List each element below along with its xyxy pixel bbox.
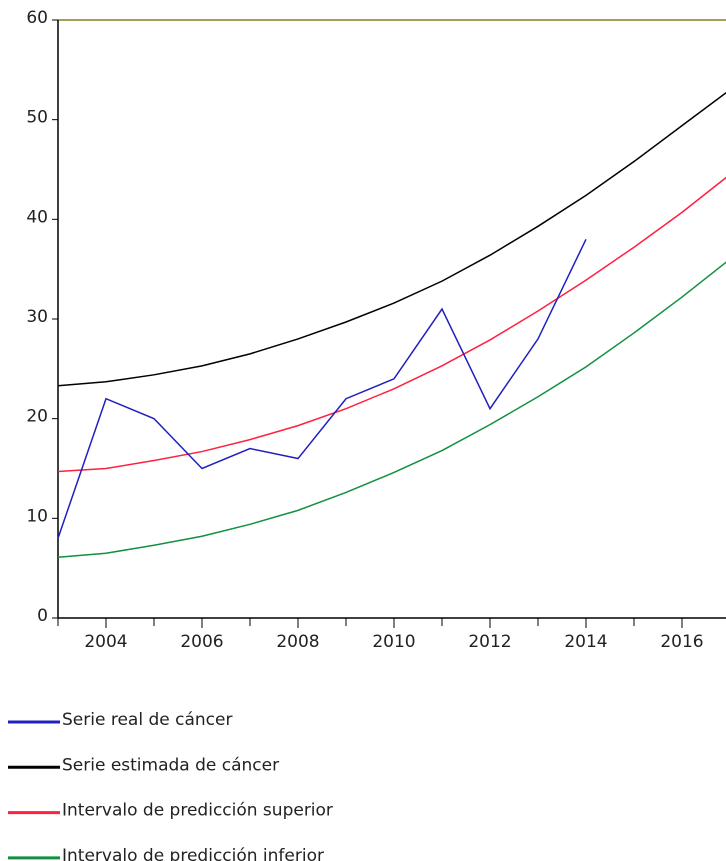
x-tick-label: 2010 [372, 632, 415, 652]
y-tick-label: 60 [26, 8, 48, 28]
y-tick-label: 10 [26, 506, 48, 526]
legend-label: Serie estimada de cáncer [62, 755, 279, 775]
x-tick-label: 2016 [660, 632, 703, 652]
y-tick-label: 0 [37, 606, 48, 626]
series-line [57, 261, 726, 558]
y-tick-label: 20 [26, 407, 48, 427]
x-tick-label: 2014 [564, 632, 607, 652]
x-tick-label: 2004 [84, 632, 127, 652]
x-tick-label: 2006 [180, 632, 223, 652]
series-line [57, 91, 726, 387]
y-tick-label: 30 [26, 307, 48, 327]
legend-label: Intervalo de predicción superior [62, 801, 333, 821]
legend-label: Serie real de cáncer [62, 710, 232, 730]
x-tick-label: 2012 [468, 632, 511, 652]
series-line [57, 176, 726, 473]
series-line [57, 238, 587, 539]
legend-label: Intervalo de predicción inferior [62, 846, 324, 861]
y-tick-label: 50 [26, 108, 48, 128]
y-tick-label: 40 [26, 207, 48, 227]
x-tick-label: 2008 [276, 632, 319, 652]
